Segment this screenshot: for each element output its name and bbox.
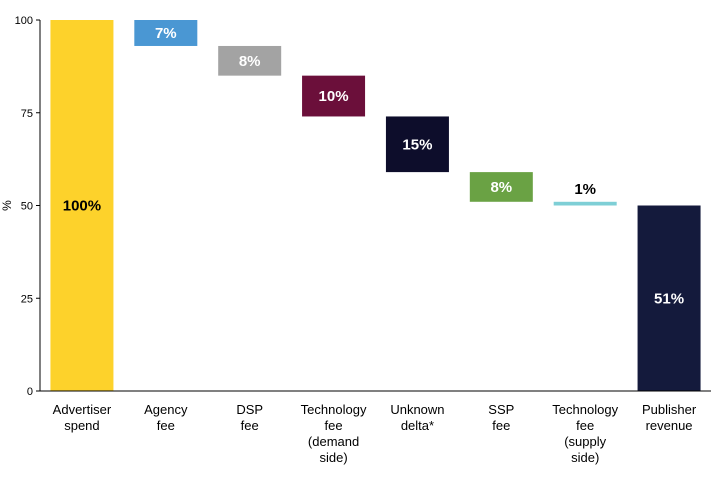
x-category-label: (supply xyxy=(564,434,606,449)
bar xyxy=(50,20,114,391)
y-tick-label: 50 xyxy=(21,201,33,213)
y-tick-label: 0 xyxy=(27,386,33,398)
bar xyxy=(469,172,533,202)
x-category-label: spend xyxy=(64,418,99,433)
bar xyxy=(218,45,282,76)
bar-data-label: 1% xyxy=(574,181,596,198)
x-category-label: Advertiser xyxy=(53,402,112,417)
x-category-label: fee xyxy=(157,418,175,433)
x-category-label: fee xyxy=(325,418,343,433)
x-category-label: revenue xyxy=(646,418,693,433)
chart-marks: 100% 7% 8% 10% 15% 8% 1% 51% xyxy=(50,20,701,391)
bar-data-label: 100% xyxy=(63,198,101,215)
y-axis-label: % xyxy=(0,200,14,211)
x-axis-category-labels: AdvertiserspendAgencyfeeDSPfeeTechnology… xyxy=(53,402,697,465)
bar xyxy=(385,116,449,173)
y-tick-label: 100 xyxy=(15,15,33,27)
bar-data-label: 10% xyxy=(319,88,349,105)
bar-data-label: 8% xyxy=(490,179,512,196)
x-category-label: (demand xyxy=(308,434,359,449)
bar-data-label: 51% xyxy=(654,290,684,307)
x-category-label: Technology xyxy=(301,402,367,417)
x-category-label: delta* xyxy=(401,418,434,433)
x-category-label: side) xyxy=(571,450,599,465)
bar-data-label: 15% xyxy=(402,136,432,153)
x-category-label: Technology xyxy=(552,402,618,417)
x-category-label: fee xyxy=(241,418,259,433)
y-axis-ticks: 0 25 50 75 100 xyxy=(15,15,40,398)
y-tick-label: 25 xyxy=(21,293,33,305)
bar xyxy=(553,201,617,206)
bar-data-label: 7% xyxy=(155,25,177,42)
x-category-label: DSP xyxy=(236,402,263,417)
x-category-label: fee xyxy=(576,418,594,433)
y-tick-label: 75 xyxy=(21,108,33,120)
x-category-label: Unknown xyxy=(390,402,444,417)
bar xyxy=(302,75,366,117)
x-category-label: side) xyxy=(319,450,347,465)
x-category-label: SSP xyxy=(488,402,514,417)
bar-data-label: 8% xyxy=(239,53,261,70)
x-category-label: Publisher xyxy=(642,402,697,417)
bar xyxy=(637,205,701,391)
x-category-label: fee xyxy=(492,418,510,433)
bar xyxy=(134,20,198,46)
x-category-label: Agency xyxy=(144,402,188,417)
